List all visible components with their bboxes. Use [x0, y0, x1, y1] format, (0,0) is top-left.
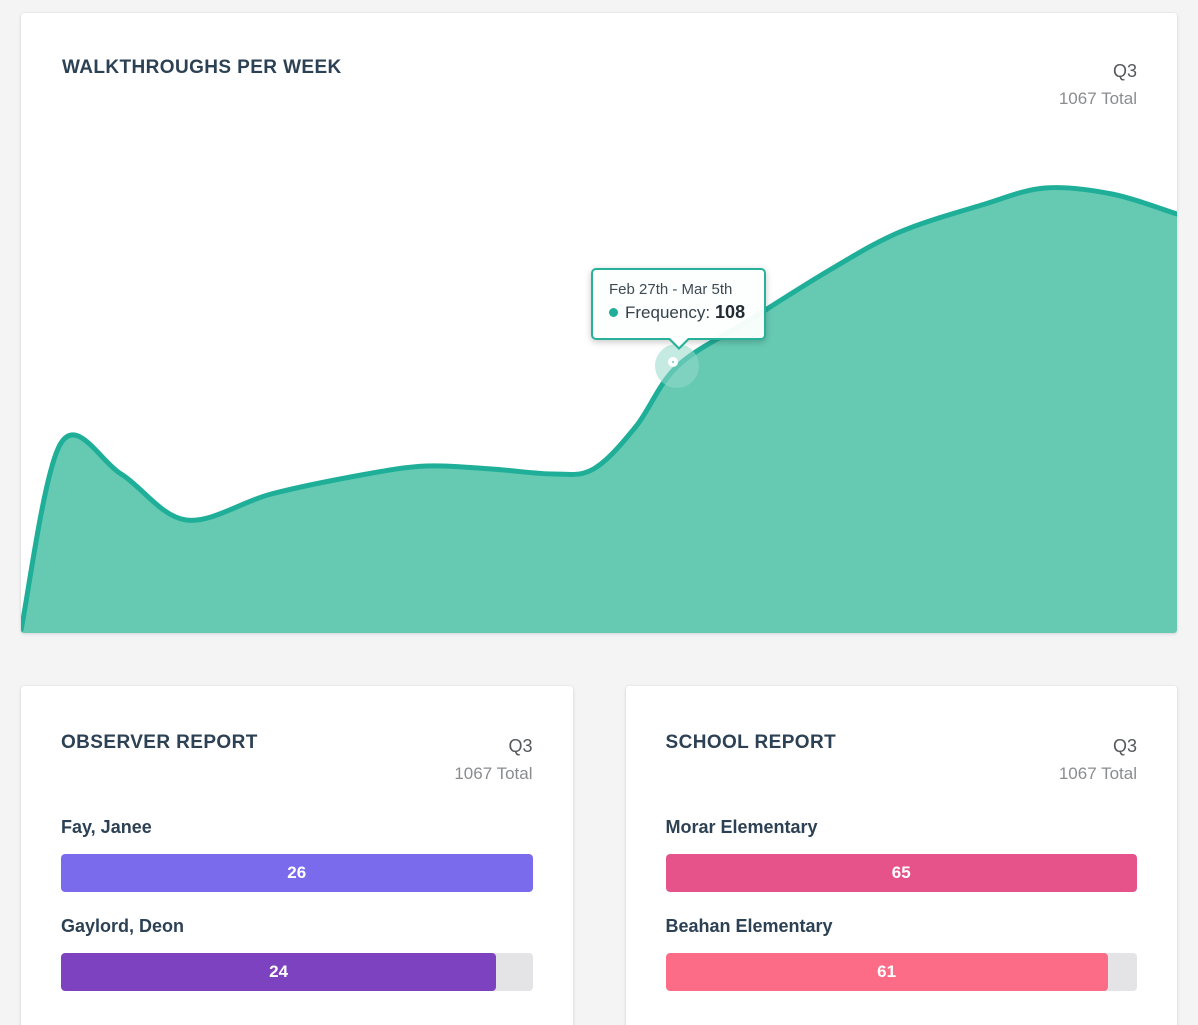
series-bullet-icon	[609, 308, 618, 317]
school-report-rows: Morar Elementary 65 Beahan Elementary 61	[665, 817, 1137, 991]
walkthroughs-card-meta: Q3 1067 Total	[1059, 57, 1137, 113]
total-label: 1067 Total	[1058, 764, 1137, 783]
total-label: 1067 Total	[1058, 89, 1137, 108]
report-bar-value: 61	[877, 962, 897, 981]
report-bar[interactable]: 26	[61, 854, 533, 892]
period-label: Q3	[508, 736, 533, 756]
data-point-marker[interactable]	[668, 357, 678, 367]
total-label: 1067 Total	[454, 764, 533, 783]
report-bar-value: 65	[891, 863, 911, 882]
walkthroughs-card: WALKTHROUGHS PER WEEK Q3 1067 Total Feb …	[21, 13, 1177, 633]
period-label: Q3	[1112, 736, 1137, 756]
report-row-label: Gaylord, Deon	[61, 916, 185, 936]
marker-halo	[655, 344, 699, 388]
report-bar[interactable]: 61	[665, 953, 1108, 991]
report-row: Gaylord, Deon 24	[61, 916, 533, 991]
school-card-title: SCHOOL REPORT	[665, 732, 837, 753]
report-bar[interactable]: 24	[61, 953, 497, 991]
walkthroughs-card-title: WALKTHROUGHS PER WEEK	[62, 57, 342, 78]
area-fill	[21, 187, 1177, 633]
school-card-meta: Q3 1067 Total	[1059, 732, 1137, 788]
report-row: Fay, Janee 26	[61, 817, 533, 892]
report-row: Beahan Elementary 61	[665, 916, 1137, 991]
school-card-header: SCHOOL REPORT Q3 1067 Total	[666, 686, 1138, 788]
tooltip-date-range: Feb 27th - Mar 5th	[609, 281, 733, 298]
observer-report-card: OBSERVER REPORT Q3 1067 Total Fay, Janee…	[21, 686, 573, 1025]
report-bar[interactable]: 65	[665, 854, 1137, 892]
walkthroughs-area-chart[interactable]	[21, 13, 1177, 633]
report-bar-value: 24	[269, 962, 289, 981]
report-bar-track: 24	[61, 953, 533, 991]
report-row-label: Beahan Elementary	[665, 916, 833, 936]
walkthroughs-card-header: WALKTHROUGHS PER WEEK Q3 1067 Total	[21, 13, 1177, 113]
chart-tooltip: Feb 27th - Mar 5th Frequency: 108	[591, 268, 766, 350]
report-bar-track: 65	[665, 854, 1137, 892]
report-row-label: Morar Elementary	[665, 817, 818, 837]
report-row-label: Fay, Janee	[61, 817, 152, 837]
tooltip-series-row: Frequency: 108	[609, 302, 748, 323]
school-report-card: SCHOOL REPORT Q3 1067 Total Morar Elemen…	[625, 686, 1177, 1025]
trend-line	[21, 185, 1177, 633]
period-label: Q3	[1112, 61, 1137, 81]
tooltip-pointer-fill	[669, 338, 688, 347]
tooltip-series-label: Frequency:	[625, 302, 711, 322]
report-bar-track: 61	[665, 953, 1137, 991]
report-cards-row: OBSERVER REPORT Q3 1067 Total Fay, Janee…	[21, 686, 1177, 1025]
observer-card-meta: Q3 1067 Total	[454, 732, 532, 788]
observer-report-rows: Fay, Janee 26 Gaylord, Deon 24	[61, 817, 533, 991]
report-row: Morar Elementary 65	[665, 817, 1137, 892]
observer-card-header: OBSERVER REPORT Q3 1067 Total	[61, 686, 533, 788]
tooltip-value: 108	[715, 302, 746, 322]
report-bar-value: 26	[287, 863, 307, 882]
observer-card-title: OBSERVER REPORT	[61, 732, 258, 753]
report-bar-track: 26	[61, 854, 533, 892]
